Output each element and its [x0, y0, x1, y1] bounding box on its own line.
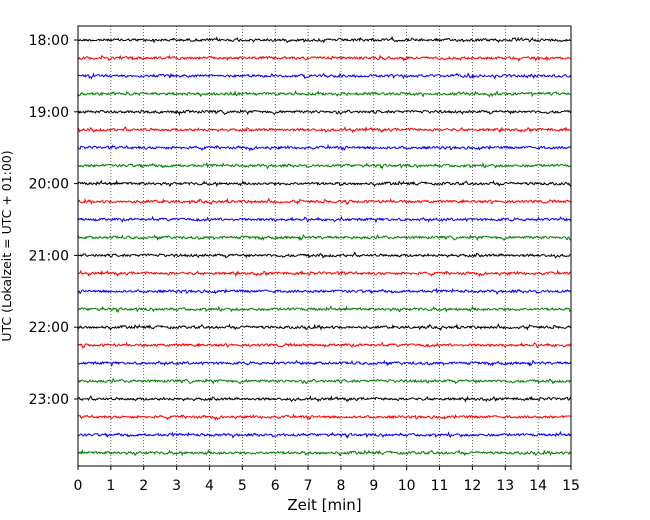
x-tick-label: 9 — [369, 478, 378, 494]
x-tick-label: 0 — [74, 478, 83, 494]
y-tick-label: 19:00 — [29, 105, 69, 121]
trace-2315 — [77, 412, 572, 421]
trace-2300 — [77, 395, 572, 403]
x-tick-label: 6 — [271, 478, 280, 494]
y-tick-label: 18:00 — [29, 33, 69, 49]
trace-2015 — [77, 197, 572, 206]
plot-frame — [77, 25, 572, 467]
x-axis-label: Zeit [min] — [287, 496, 361, 514]
x-tick-label: 12 — [463, 478, 481, 494]
trace-2215 — [77, 341, 572, 350]
x-tick-label: 13 — [496, 478, 514, 494]
x-tick-label: 4 — [205, 478, 214, 494]
seismic-traces — [77, 35, 572, 457]
trace-1830 — [77, 72, 572, 80]
trace-1915 — [77, 125, 572, 134]
trace-2230 — [77, 359, 572, 368]
y-tick-label: 22:00 — [29, 320, 69, 336]
trace-2115 — [77, 269, 572, 278]
x-tick-label: 15 — [562, 478, 580, 494]
trace-2000 — [77, 179, 572, 188]
trace-1945 — [77, 161, 572, 170]
x-tick-label: 11 — [431, 478, 449, 494]
x-tick-label: 5 — [238, 478, 247, 494]
trace-2345 — [77, 449, 572, 457]
trace-1815 — [77, 54, 572, 63]
x-tick-label: 1 — [106, 478, 115, 494]
x-tick-label: 10 — [398, 478, 416, 494]
y-tick-label: 21:00 — [29, 248, 69, 264]
x-tick-label: 14 — [529, 478, 547, 494]
y-tick-label: 23:00 — [29, 392, 69, 408]
trace-1900 — [77, 108, 572, 117]
y-tick-label: 20:00 — [29, 177, 69, 193]
trace-1930 — [77, 143, 572, 152]
grid-lines — [110, 26, 539, 466]
x-tick-label: 2 — [139, 478, 148, 494]
trace-2145 — [77, 305, 572, 314]
x-axis-ticks: 0 1 2 3 4 5 6 7 8 9 10 11 12 13 14 15 — [74, 466, 580, 494]
trace-1845 — [77, 89, 572, 98]
x-tick-label: 7 — [304, 478, 313, 494]
trace-2045 — [77, 234, 572, 242]
trace-1800 — [77, 35, 572, 44]
trace-2130 — [77, 287, 572, 296]
x-tick-label: 3 — [172, 478, 181, 494]
trace-2330 — [77, 430, 572, 439]
x-tick-label: 8 — [336, 478, 345, 494]
y-axis-ticks: 18:00 19:00 20:00 21:00 22:00 23:00 — [29, 33, 78, 408]
trace-2030 — [77, 215, 572, 224]
trace-2100 — [77, 251, 572, 259]
y-axis-label: UTC (Lokalzeit = UTC + 01:00) — [0, 150, 14, 341]
trace-2200 — [77, 322, 572, 332]
trace-2245 — [77, 377, 572, 385]
